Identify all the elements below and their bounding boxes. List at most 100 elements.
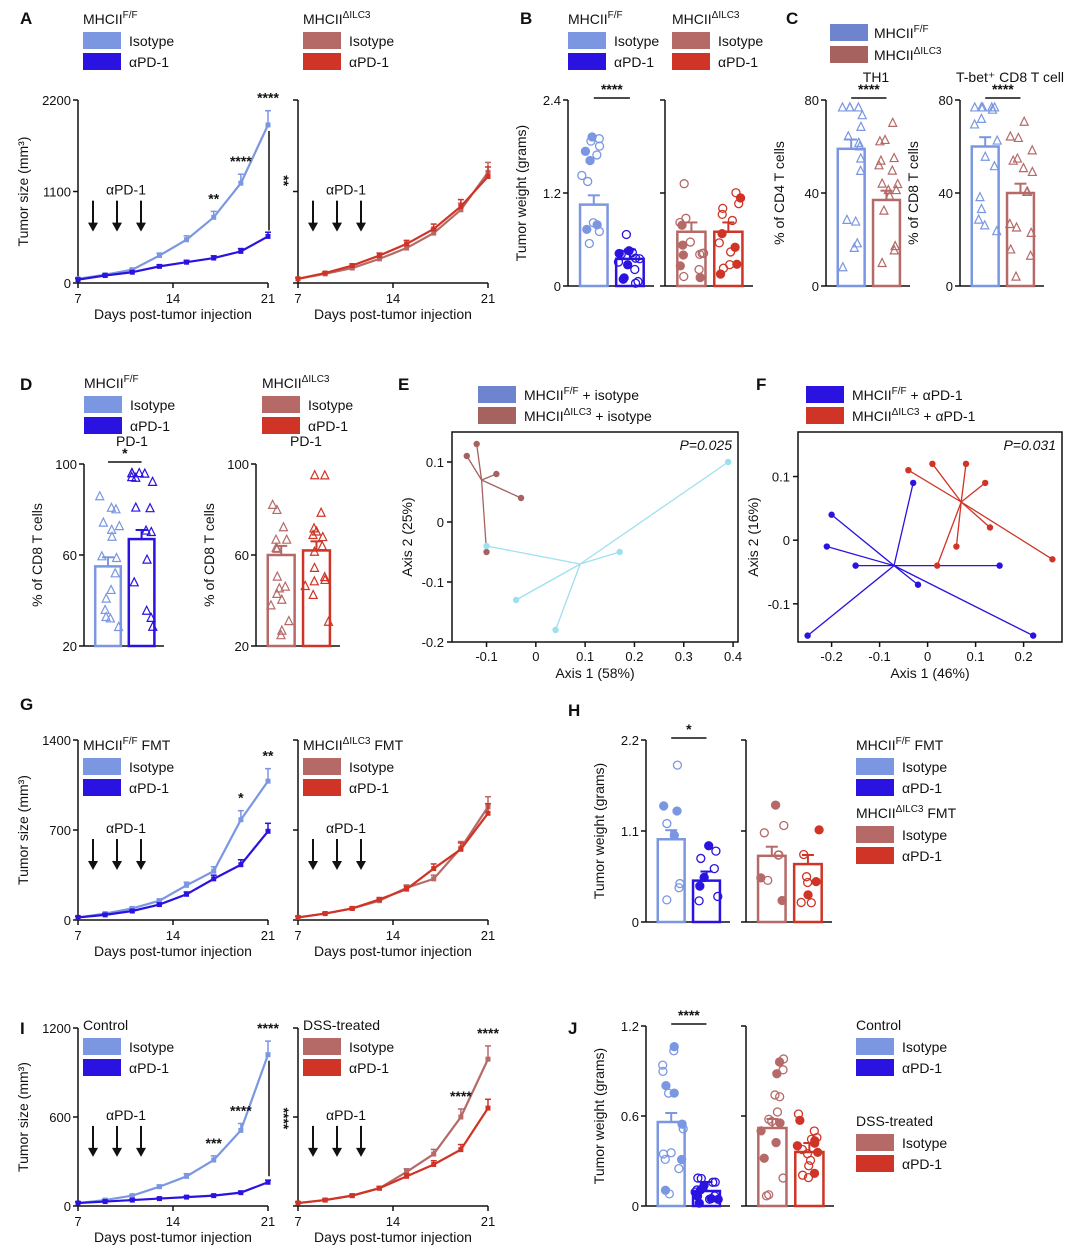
data-point	[849, 242, 860, 252]
x-tick-label: 21	[481, 1214, 495, 1229]
y-tick-label: 0	[64, 1199, 71, 1214]
data-point	[129, 1197, 135, 1203]
data-point	[694, 264, 704, 275]
x-tick-label: 0.1	[967, 649, 985, 664]
data-point	[809, 1126, 819, 1136]
data-point	[837, 261, 848, 272]
data-point	[1026, 227, 1037, 237]
data-point	[458, 1114, 464, 1120]
significance-stars: ****	[257, 90, 279, 106]
legend-title: MHCIIF/F FMT	[856, 736, 944, 753]
significance-stars: ****	[230, 153, 252, 169]
legend-swatch	[806, 386, 844, 403]
data-point	[1021, 186, 1032, 197]
data-point	[630, 264, 640, 275]
y-tick-label: -0.2	[422, 635, 444, 650]
legend-label: αPD-1	[902, 1060, 942, 1076]
significance-stars: ****	[601, 81, 623, 97]
arrow-label: αPD-1	[326, 1107, 366, 1123]
plot-frame	[451, 431, 739, 643]
data-point	[759, 1153, 769, 1163]
legend-swatch	[303, 779, 341, 796]
data-point	[756, 873, 766, 883]
data-point	[969, 118, 980, 129]
data-point	[102, 912, 108, 918]
bar	[970, 145, 1000, 288]
data-point	[458, 1147, 464, 1153]
data-point	[803, 890, 813, 900]
series-line	[297, 812, 489, 919]
data-point	[349, 905, 355, 911]
centroid-spoke	[466, 455, 483, 481]
legend-label: αPD-1	[129, 1060, 169, 1076]
legend-swatch	[303, 758, 341, 775]
data-point	[772, 1069, 782, 1079]
centroid-spoke	[580, 551, 620, 565]
data-point	[717, 228, 727, 239]
panel-subtitle: PD-1	[116, 433, 148, 449]
data-point	[458, 207, 464, 213]
data-point	[126, 467, 137, 478]
legend-swatch	[856, 1059, 894, 1076]
x-tick-label: 14	[166, 1214, 180, 1229]
data-point	[431, 1151, 437, 1157]
data-point	[101, 592, 112, 603]
data-point	[113, 621, 124, 632]
data-point	[309, 562, 320, 573]
y-tick-label: -0.1	[422, 575, 444, 590]
x-tick-label: 7	[294, 291, 301, 306]
data-point	[714, 238, 724, 248]
data-point	[129, 908, 135, 914]
centroid-spoke	[931, 463, 962, 503]
data-point	[980, 150, 991, 161]
legend-label: αPD-1	[349, 54, 389, 70]
data-point	[666, 1148, 676, 1158]
data-point	[323, 615, 334, 626]
legend-title: Control	[856, 1017, 901, 1033]
centroid-spoke	[893, 482, 914, 566]
legend-title: MHCIIF/F	[84, 374, 139, 391]
data-point	[211, 876, 217, 882]
data-point	[211, 1157, 217, 1163]
data-point	[630, 253, 641, 263]
data-point	[823, 543, 830, 550]
y-tick-label: 0	[437, 515, 444, 530]
y-tick-label: 100	[55, 457, 77, 472]
data-point	[156, 253, 162, 259]
dose-arrowhead	[332, 1147, 342, 1157]
data-point	[630, 278, 641, 288]
data-point	[969, 101, 980, 112]
y-tick-label: 0.1	[772, 470, 790, 485]
x-tick-label: 7	[74, 928, 81, 943]
centroid-spoke	[936, 501, 962, 566]
data-point	[129, 576, 140, 587]
centroid-spoke	[960, 501, 991, 528]
data-point	[129, 269, 135, 275]
data-point	[1011, 270, 1021, 281]
data-point	[308, 589, 319, 600]
x-tick-label: 21	[481, 928, 495, 943]
centroid-spoke	[893, 565, 919, 586]
significance-stars: **	[263, 748, 274, 764]
y-axis-title: Axis 2 (25%)	[399, 497, 415, 576]
data-point	[914, 581, 922, 588]
data-point	[265, 778, 271, 784]
data-point	[211, 214, 217, 220]
data-point	[295, 914, 301, 920]
y-tick-label: 0	[632, 1199, 639, 1214]
data-point	[238, 817, 244, 823]
data-point	[265, 599, 276, 610]
data-point	[577, 170, 587, 181]
data-point	[979, 219, 990, 230]
legend-swatch	[84, 417, 122, 434]
panel-subtitle: T-bet⁺ CD8 T cell	[956, 69, 1064, 85]
data-point	[110, 567, 121, 578]
legend-swatch	[303, 1038, 341, 1055]
data-point	[265, 122, 271, 128]
legend-swatch	[856, 1134, 894, 1151]
data-point	[613, 257, 624, 267]
data-point	[695, 249, 705, 260]
data-point	[844, 101, 855, 112]
arrow-label: αPD-1	[106, 1107, 146, 1123]
